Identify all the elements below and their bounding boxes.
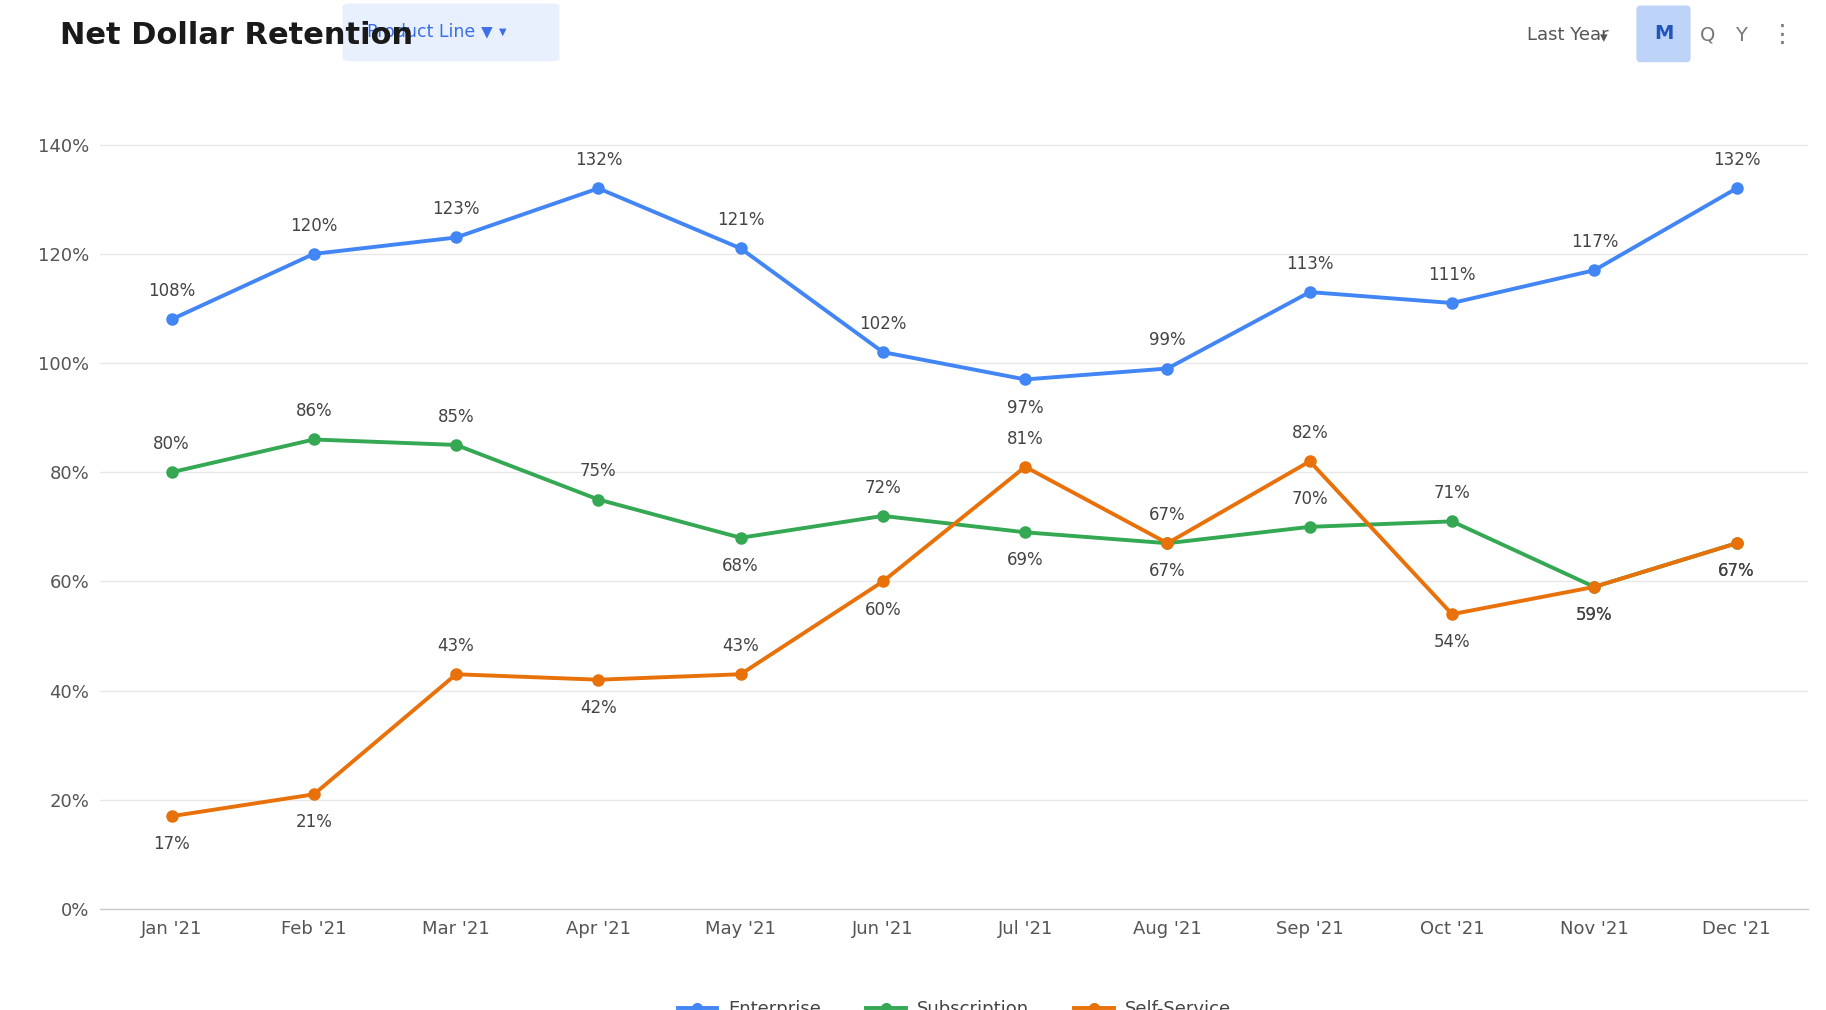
Text: 68%: 68%: [723, 557, 760, 575]
FancyBboxPatch shape: [1636, 5, 1691, 63]
Text: ▾: ▾: [1600, 30, 1607, 44]
Text: 81%: 81%: [1006, 429, 1044, 447]
Text: 82%: 82%: [1291, 424, 1328, 442]
Text: 80%: 80%: [153, 435, 190, 453]
Text: 70%: 70%: [1291, 490, 1328, 508]
Text: Y: Y: [1735, 26, 1747, 44]
FancyBboxPatch shape: [343, 3, 559, 62]
Text: 113%: 113%: [1286, 255, 1333, 273]
Text: ⋮: ⋮: [1769, 23, 1795, 47]
Text: 17%: 17%: [153, 835, 190, 853]
Text: 117%: 117%: [1570, 233, 1618, 251]
Text: 43%: 43%: [438, 637, 475, 655]
Text: 54%: 54%: [1433, 633, 1470, 651]
Text: ▼: ▼: [498, 26, 506, 36]
Text: 21%: 21%: [296, 813, 332, 831]
Text: 132%: 132%: [575, 152, 623, 170]
Text: 123%: 123%: [433, 200, 480, 218]
Text: 97%: 97%: [1006, 399, 1043, 416]
Text: 86%: 86%: [296, 402, 332, 420]
Text: Product Line: Product Line: [367, 23, 475, 41]
Text: 67%: 67%: [1149, 506, 1185, 524]
Text: 67%: 67%: [1149, 563, 1185, 581]
Text: Q: Q: [1700, 26, 1715, 44]
Text: 59%: 59%: [1576, 606, 1612, 624]
Text: ▶: ▶: [478, 26, 495, 38]
Text: 111%: 111%: [1428, 266, 1475, 284]
Text: M: M: [1654, 24, 1673, 43]
Text: 69%: 69%: [1006, 551, 1043, 570]
Text: 72%: 72%: [864, 479, 902, 497]
Text: 108%: 108%: [148, 282, 195, 300]
Text: 71%: 71%: [1433, 484, 1470, 502]
Text: Net Dollar Retention: Net Dollar Retention: [60, 21, 413, 49]
Text: 132%: 132%: [1713, 152, 1760, 170]
Text: 67%: 67%: [1718, 563, 1755, 581]
Text: 99%: 99%: [1149, 331, 1185, 349]
Text: 60%: 60%: [866, 601, 902, 618]
Text: 120%: 120%: [290, 217, 338, 234]
Text: 59%: 59%: [1576, 606, 1612, 624]
Text: Last Year: Last Year: [1527, 26, 1609, 44]
Text: 85%: 85%: [438, 408, 475, 426]
Text: 102%: 102%: [860, 315, 908, 333]
Text: 121%: 121%: [718, 211, 765, 229]
Text: 43%: 43%: [723, 637, 760, 655]
Text: 42%: 42%: [581, 699, 617, 717]
Text: 75%: 75%: [581, 463, 617, 481]
Legend: Enterprise, Subscription, Self-Service: Enterprise, Subscription, Self-Service: [670, 993, 1238, 1010]
Text: 67%: 67%: [1718, 563, 1755, 581]
